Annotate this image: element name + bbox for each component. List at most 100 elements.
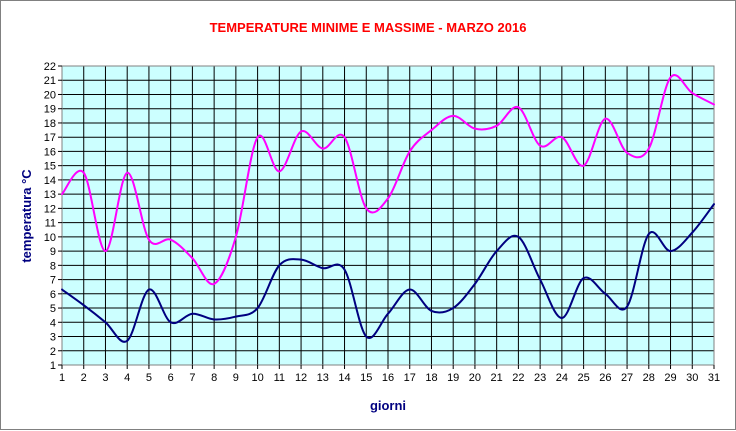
data-point (387, 197, 389, 200)
data-point (495, 250, 498, 253)
x-tick-label: 25 (577, 372, 589, 384)
x-tick-label: 1 (59, 372, 65, 384)
data-point (104, 250, 107, 253)
y-tick-label: 4 (50, 317, 56, 329)
data-point (126, 171, 129, 174)
data-point (669, 250, 672, 253)
data-point (147, 238, 150, 241)
data-point (256, 307, 259, 310)
y-tick-label: 8 (50, 260, 56, 272)
y-tick-label: 12 (44, 203, 56, 215)
x-tick-label: 6 (168, 372, 174, 384)
y-tick-label: 17 (44, 132, 56, 144)
data-point (300, 130, 303, 133)
x-tick-label: 27 (621, 372, 633, 384)
data-point (365, 207, 368, 210)
x-tick-label: 10 (251, 372, 263, 384)
x-tick-label: 30 (686, 372, 698, 384)
data-point (191, 257, 194, 260)
data-point (82, 304, 85, 307)
y-tick-label: 20 (44, 89, 56, 101)
data-point (300, 258, 303, 261)
data-point (691, 92, 694, 95)
y-tick-label: 16 (44, 146, 56, 158)
data-point (647, 147, 650, 150)
y-tick-label: 5 (50, 303, 56, 315)
y-tick-label: 7 (50, 275, 56, 287)
data-point (321, 147, 324, 150)
data-point (147, 288, 150, 291)
data-point (473, 282, 476, 285)
data-point (321, 267, 324, 270)
data-point (626, 305, 629, 308)
x-tick-label: 20 (469, 372, 481, 384)
x-tick-label: 24 (556, 372, 568, 384)
data-point (604, 117, 607, 120)
data-point (430, 309, 433, 312)
y-tick-label: 10 (44, 232, 56, 244)
data-point (387, 312, 389, 315)
data-point (539, 144, 542, 147)
data-point (647, 233, 650, 236)
data-point (560, 136, 563, 139)
data-point (626, 151, 629, 154)
data-point (61, 288, 63, 291)
x-tick-label: 28 (643, 372, 655, 384)
data-point (582, 164, 585, 167)
data-point (234, 315, 237, 318)
x-tick-label: 12 (295, 372, 307, 384)
y-tick-label: 2 (50, 346, 56, 358)
x-tick-label: 17 (404, 372, 416, 384)
data-point (713, 203, 715, 206)
x-tick-label: 19 (447, 372, 459, 384)
data-point (539, 278, 542, 281)
x-tick-label: 11 (274, 372, 285, 384)
data-point (604, 292, 607, 295)
data-point (234, 235, 237, 238)
data-point (517, 235, 520, 238)
x-tick-label: 22 (512, 372, 524, 384)
x-tick-label: 9 (233, 372, 239, 384)
data-point (560, 317, 563, 320)
y-tick-label: 19 (44, 104, 56, 116)
data-point (408, 150, 411, 153)
x-tick-label: 14 (338, 372, 350, 384)
y-tick-label: 1 (50, 360, 56, 372)
data-point (213, 318, 216, 321)
data-point (278, 170, 281, 173)
x-tick-label: 23 (534, 372, 546, 384)
data-point (452, 114, 455, 117)
data-point (669, 76, 672, 79)
x-tick-label: 18 (425, 372, 437, 384)
y-tick-label: 11 (45, 218, 56, 230)
data-point (408, 288, 411, 291)
data-point (104, 321, 107, 324)
data-point (473, 127, 476, 130)
x-tick-label: 15 (360, 372, 372, 384)
x-tick-label: 3 (102, 372, 108, 384)
data-point (495, 124, 498, 127)
data-point (343, 136, 346, 139)
data-point (61, 193, 63, 196)
data-point (169, 238, 172, 241)
chart-title: TEMPERATURE MINIME E MASSIME - MARZO 201… (210, 20, 527, 35)
x-tick-label: 5 (146, 372, 152, 384)
data-point (191, 312, 194, 315)
x-tick-label: 29 (664, 372, 676, 384)
data-point (256, 136, 259, 139)
data-point (365, 335, 368, 338)
y-tick-label: 14 (44, 175, 56, 187)
y-tick-label: 22 (44, 61, 56, 73)
y-tick-label: 18 (44, 118, 56, 130)
data-point (691, 231, 694, 234)
x-tick-label: 21 (491, 372, 503, 384)
y-tick-label: 9 (50, 246, 56, 258)
data-point (343, 268, 346, 271)
data-point (82, 171, 85, 174)
x-axis-label: giorni (370, 398, 406, 413)
y-tick-label: 13 (44, 189, 56, 201)
x-tick-label: 16 (382, 372, 394, 384)
data-point (452, 307, 455, 310)
